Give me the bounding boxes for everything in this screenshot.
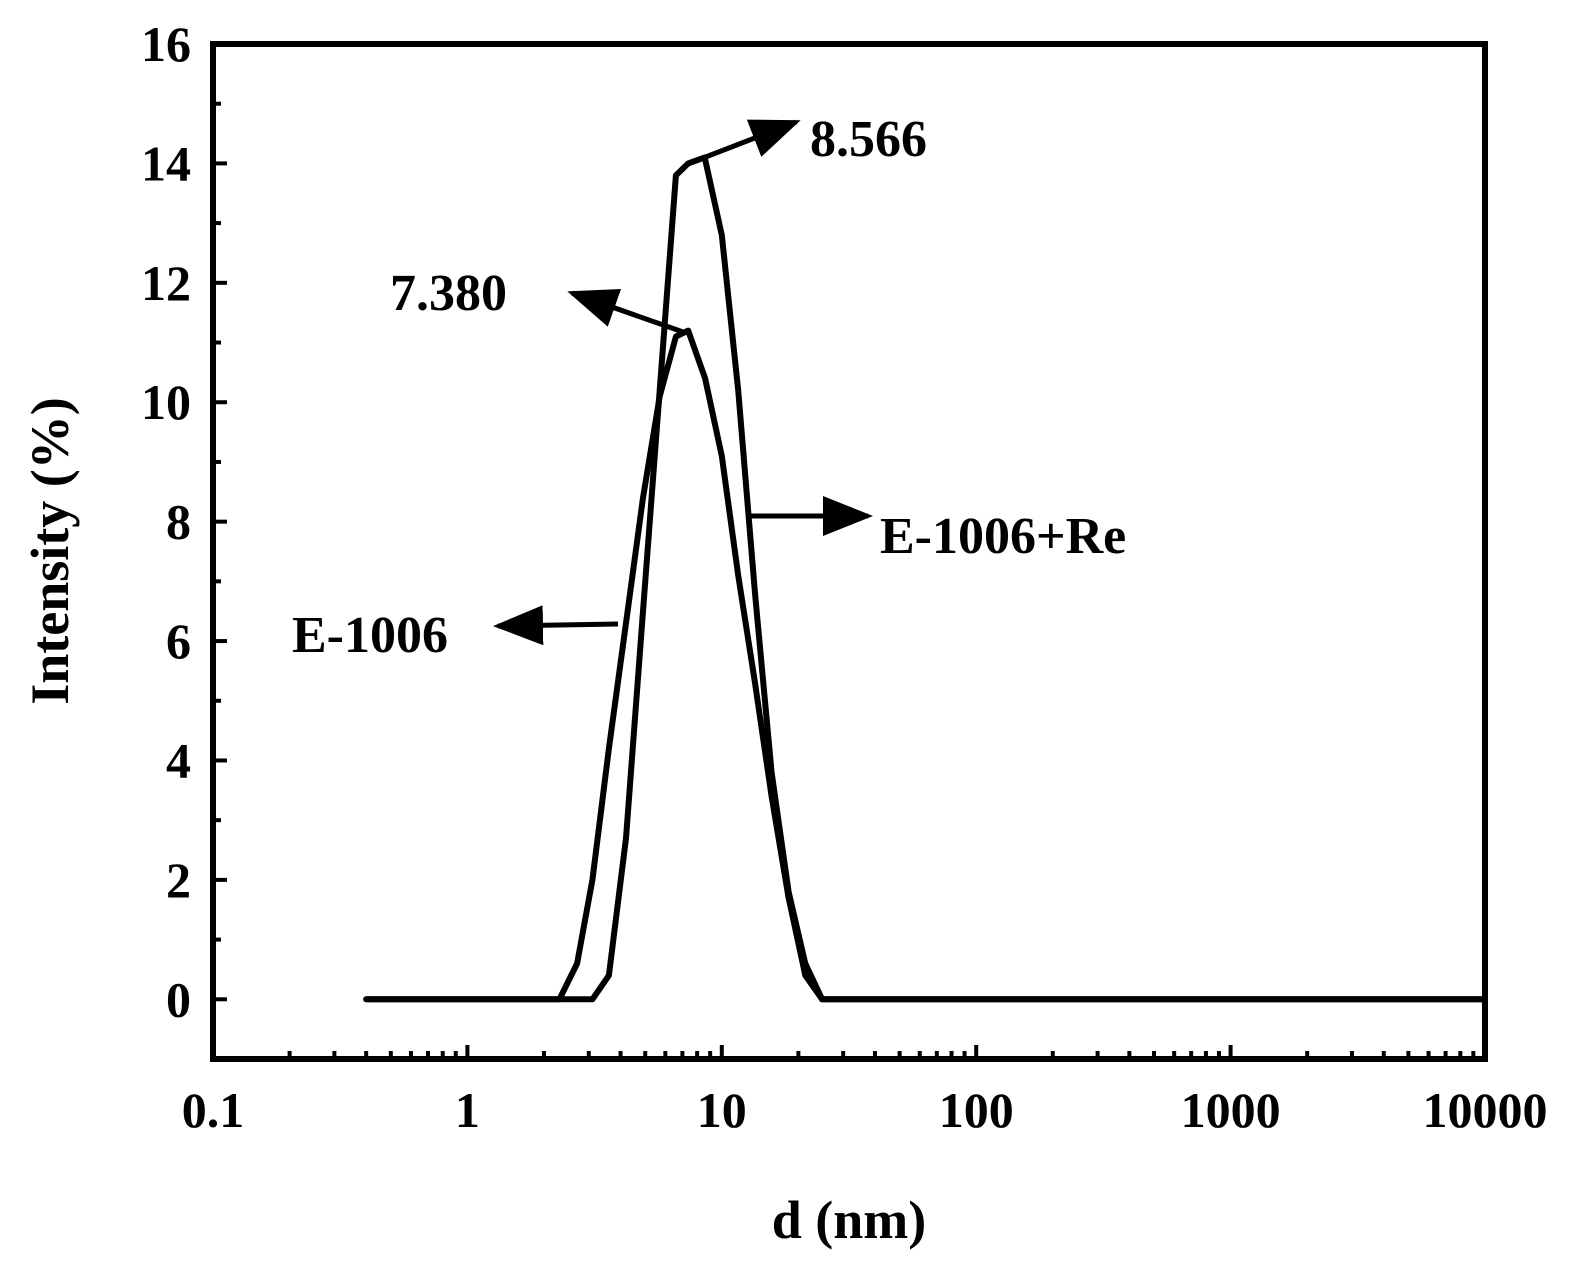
y-tick-label: 16 — [141, 16, 191, 72]
plot-frame — [210, 41, 1488, 1062]
x-tick-label: 100 — [939, 1082, 1014, 1138]
annotation-7380-arrow — [567, 289, 687, 336]
annotation-8566-arrow — [702, 119, 801, 161]
y-tick-label: 14 — [141, 135, 191, 191]
annotation-e1006-label: E-1006 — [292, 607, 448, 664]
y-tick-label: 10 — [141, 374, 191, 430]
annotation-e1006-arrow — [493, 605, 619, 646]
x-tick-label: 1000 — [1181, 1082, 1281, 1138]
series-line-e-1006-re — [363, 154, 1488, 1003]
annotation-8566-label: 8.566 — [810, 111, 927, 168]
annotation-8566: 8.566 — [702, 111, 927, 168]
x-tick-label: 1 — [455, 1082, 480, 1138]
x-tick-label: 10 — [697, 1082, 747, 1138]
y-tick-label: 4 — [166, 732, 191, 788]
axis-ticks — [211, 42, 1476, 1061]
annotation-7380-label: 7.380 — [390, 265, 507, 322]
x-tick-label: 0.1 — [182, 1082, 245, 1138]
x-tick-label: 10000 — [1423, 1082, 1548, 1138]
y-tick-label: 6 — [166, 613, 191, 669]
y-tick-label: 2 — [166, 852, 191, 908]
y-axis-label: Intensity (%) — [20, 397, 80, 705]
annotation-e1006: E-1006 — [292, 605, 619, 664]
annotation-e1006re: E-1006+Re — [748, 496, 1126, 565]
y-tick-label: 8 — [166, 494, 191, 550]
series-line-e-1006 — [363, 327, 1488, 1003]
series-layer — [363, 154, 1488, 1003]
tick-labels: 0 2 4 6 8 10 12 14 16 0.1 1 10 100 1000 10000 — [141, 16, 1548, 1138]
x-axis-label: d (nm) — [772, 1190, 927, 1250]
y-tick-label: 12 — [141, 255, 191, 311]
y-tick-label: 0 — [166, 971, 191, 1027]
annotation-7380: 7.380 — [390, 265, 687, 336]
annotation-e1006re-label: E-1006+Re — [880, 508, 1126, 565]
